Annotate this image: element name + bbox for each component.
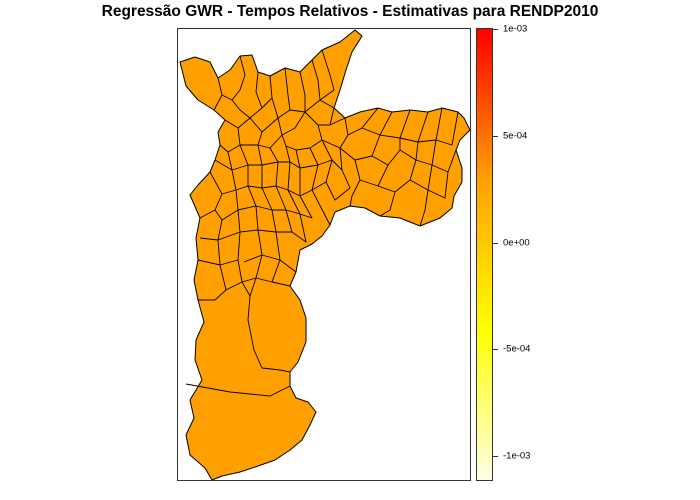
legend-tick xyxy=(493,29,498,30)
legend-tick-label: 5e-04 xyxy=(503,130,528,142)
legend-tick-label: -1e-03 xyxy=(503,450,531,462)
legend-tick-label: 0e+00 xyxy=(503,237,530,248)
legend-tick xyxy=(493,242,498,244)
legend-tick-label: 1e-03 xyxy=(503,23,528,35)
city-outline xyxy=(179,29,471,481)
legend-tick xyxy=(493,135,498,137)
legend-tick xyxy=(493,456,498,457)
map-frame xyxy=(177,28,471,481)
district-polygons xyxy=(179,29,471,481)
legend-tick-label: -5e-04 xyxy=(503,343,531,355)
map-title: Regressão GWR - Tempos Relativos - Estim… xyxy=(101,3,599,20)
legend-tick xyxy=(493,349,498,351)
legend-color-bar xyxy=(476,28,493,481)
